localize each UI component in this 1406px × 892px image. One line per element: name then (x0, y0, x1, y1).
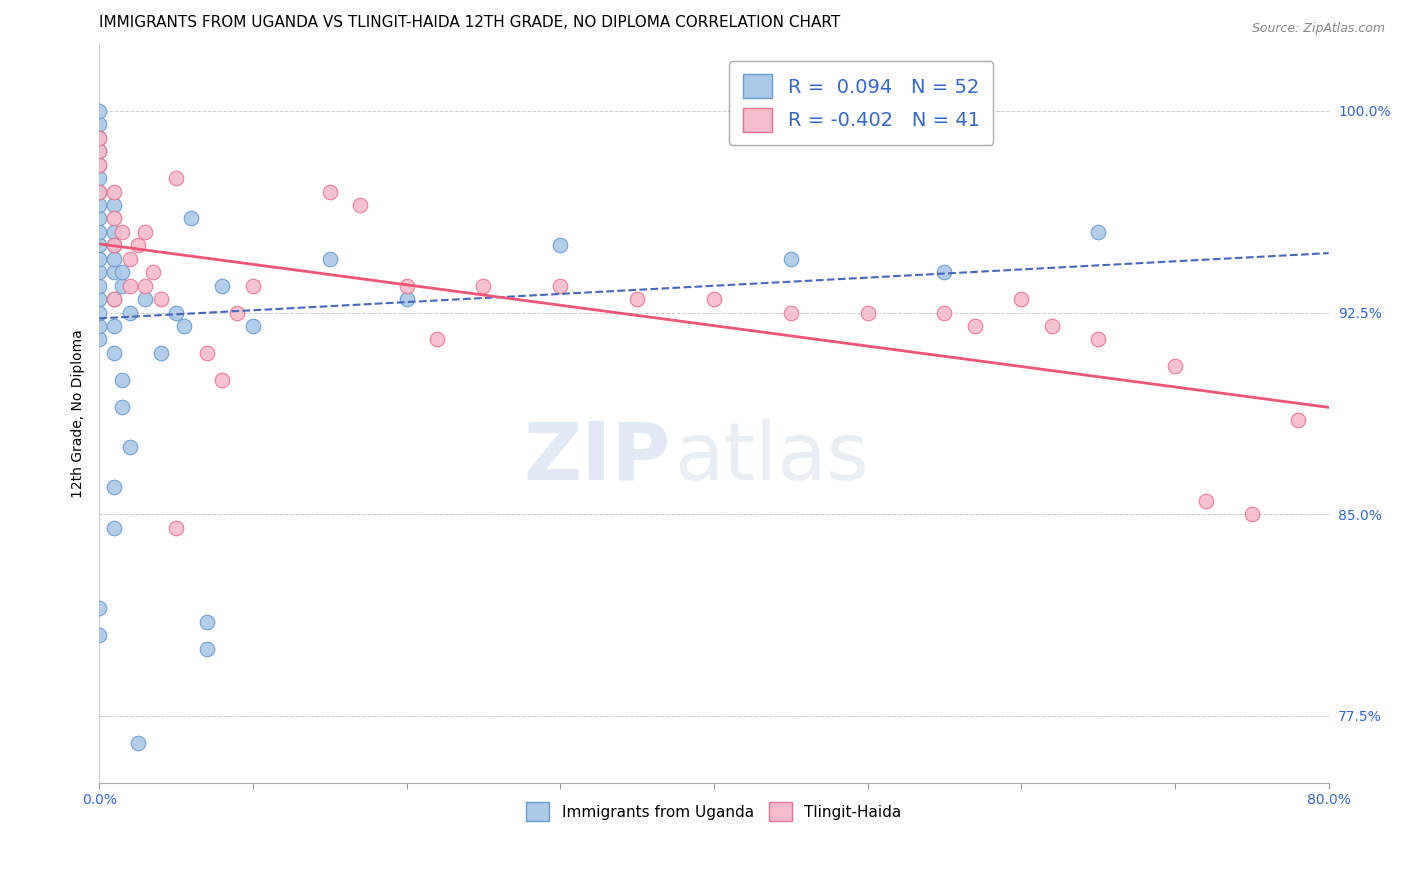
Point (89, 145, 111, 159)
Text: Source: ZipAtlas.com: Source: ZipAtlas.com (1251, 22, 1385, 36)
Point (118, 278, 141, 293)
Point (349, 198, 371, 212)
Point (1010, 292, 1032, 306)
Text: IMMIGRANTS FROM UGANDA VS TLINGIT-HAIDA 12TH GRADE, NO DIPLOMA CORRELATION CHART: IMMIGRANTS FROM UGANDA VS TLINGIT-HAIDA … (100, 15, 841, 30)
Point (426, 333, 449, 347)
Point (1164, 359, 1187, 374)
Point (856, 305, 879, 319)
Point (226, 305, 249, 319)
Point (103, 318, 125, 333)
Point (134, 278, 156, 293)
Point (211, 373, 233, 387)
Point (89, 225, 111, 239)
Point (1286, 413, 1309, 427)
Point (103, 185, 125, 199)
Point (242, 318, 264, 333)
Point (89, 158, 111, 172)
Point (89, 278, 111, 293)
Point (89, 198, 111, 212)
Point (318, 185, 340, 199)
Point (111, 373, 134, 387)
Point (195, 615, 218, 629)
Point (118, 305, 141, 319)
Point (118, 440, 141, 454)
Point (89, 103, 111, 118)
Point (89, 130, 111, 145)
Y-axis label: 12th Grade, No Diploma: 12th Grade, No Diploma (72, 329, 86, 498)
Point (118, 252, 141, 266)
Point (165, 305, 187, 319)
Point (103, 238, 125, 252)
Point (89, 238, 111, 252)
Point (965, 318, 987, 333)
Point (103, 346, 125, 360)
Point (89, 628, 111, 642)
Point (89, 318, 111, 333)
Point (173, 318, 195, 333)
Point (195, 641, 218, 656)
Point (103, 521, 125, 535)
Point (127, 238, 149, 252)
Point (626, 292, 648, 306)
Point (142, 265, 165, 279)
Point (103, 292, 125, 306)
Point (103, 480, 125, 494)
Point (111, 225, 134, 239)
Point (703, 292, 725, 306)
Point (89, 265, 111, 279)
Text: ZIP: ZIP (523, 418, 671, 497)
Point (318, 252, 340, 266)
Point (195, 346, 218, 360)
Point (395, 278, 418, 293)
Legend: Immigrants from Uganda, Tlingit-Haida: Immigrants from Uganda, Tlingit-Haida (520, 797, 907, 827)
Point (242, 278, 264, 293)
Point (89, 117, 111, 131)
Point (779, 252, 801, 266)
Point (103, 238, 125, 252)
Point (89, 171, 111, 186)
Point (103, 225, 125, 239)
Point (103, 265, 125, 279)
Point (548, 278, 571, 293)
Point (395, 292, 418, 306)
Point (934, 305, 956, 319)
Point (134, 292, 156, 306)
Point (111, 400, 134, 414)
Point (149, 346, 172, 360)
Point (89, 211, 111, 226)
Point (89, 333, 111, 347)
Text: atlas: atlas (675, 418, 869, 497)
Point (1087, 225, 1109, 239)
Point (89, 185, 111, 199)
Point (1040, 318, 1063, 333)
Point (103, 198, 125, 212)
Point (180, 211, 202, 226)
Point (111, 278, 134, 293)
Point (472, 278, 495, 293)
Point (779, 305, 801, 319)
Point (89, 601, 111, 615)
Point (1087, 333, 1109, 347)
Point (211, 278, 233, 293)
Point (89, 305, 111, 319)
Point (548, 238, 571, 252)
Point (103, 211, 125, 226)
Point (103, 292, 125, 306)
Point (89, 145, 111, 159)
Point (89, 292, 111, 306)
Point (89, 185, 111, 199)
Point (149, 292, 172, 306)
Point (111, 265, 134, 279)
Point (89, 252, 111, 266)
Point (127, 736, 149, 750)
Point (165, 171, 187, 186)
Point (1240, 507, 1263, 521)
Point (934, 265, 956, 279)
Point (165, 521, 187, 535)
Point (1195, 493, 1218, 508)
Point (89, 130, 111, 145)
Point (103, 252, 125, 266)
Point (89, 158, 111, 172)
Point (134, 225, 156, 239)
